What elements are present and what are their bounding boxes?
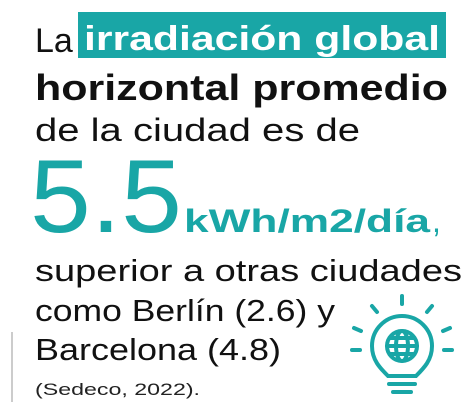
line-text: de la ciudad es de	[35, 112, 360, 148]
highlight-text: irradiación global	[84, 20, 440, 58]
body-text: Barcelona (4.8)	[35, 332, 281, 367]
intro-text: La	[35, 22, 73, 60]
body-text: superior a otras ciudades	[35, 253, 462, 288]
comma: ,	[432, 203, 441, 239]
bold-text: horizontal promedio	[35, 67, 448, 108]
bulb-icon	[350, 294, 454, 394]
source: (Sedeco, 2022).	[35, 380, 200, 399]
body-text: como Berlín (2.6) y	[35, 293, 336, 328]
unit: kWh/m2/día	[184, 203, 430, 239]
highlight-box	[78, 12, 446, 58]
value: 5.5	[30, 139, 182, 255]
